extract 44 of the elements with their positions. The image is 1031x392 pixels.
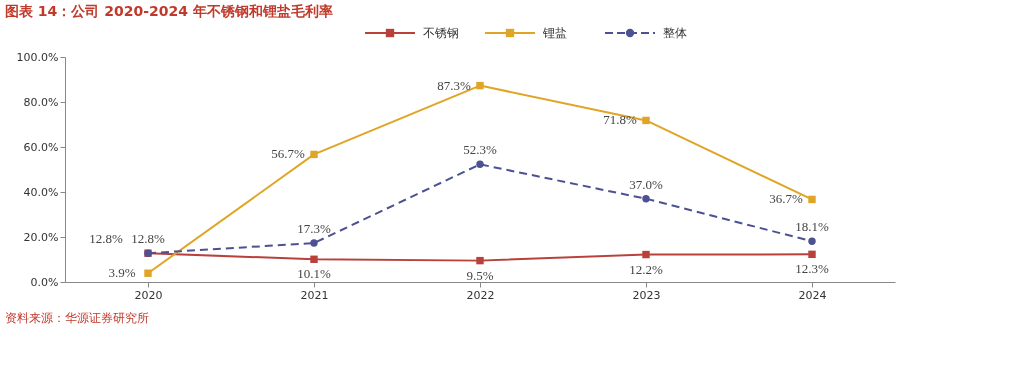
data-label: 87.3% [437,77,471,93]
point [310,255,318,263]
point [808,195,816,204]
data-label: 12.8% [89,231,123,247]
data-label: 12.2% [629,261,663,277]
data-label: 37.0% [629,176,663,192]
point [808,250,816,259]
data-label: 12.3% [795,261,829,277]
data-label: 10.1% [297,266,331,282]
chart-title: 图表 14：公司 2020-2024 年不锈钢和锂盐毛利率 [5,3,333,19]
text: 资料来源：华源证券研究所 [5,311,149,325]
y-tick-label: 40.0% [23,185,59,199]
point [144,269,152,277]
y-tick-label: 0.0% [30,275,59,289]
data-label: 56.7% [271,146,305,162]
data-label: 52.3% [463,142,497,158]
data-label: 9.5% [466,267,494,283]
x-tick-label: 2024 [798,288,827,302]
y-tick-label: 100.0% [16,50,59,64]
point [476,160,484,169]
data-label: 18.1% [795,219,829,235]
x-tick-label: 2021 [300,288,329,302]
legend-label: 锂盐 [542,26,567,40]
point [642,250,650,259]
legend-label: 不锈钢 [423,26,459,40]
point [642,116,650,125]
point [642,195,650,203]
point [476,81,484,90]
legend-label: 整体 [663,26,687,40]
data-label: 3.9% [108,265,136,281]
y-tick-label: 20.0% [23,230,59,244]
data-label: 71.8% [603,112,637,128]
point [808,237,816,245]
point [310,239,318,247]
y-tick-label: 80.0% [23,95,59,109]
data-label: 36.7% [769,191,803,207]
x-tick-label: 2022 [466,288,495,302]
y-tick-label: 60.0% [23,140,59,154]
data-label: 17.3% [297,221,331,237]
data-label: 12.8% [131,231,165,247]
x-tick-label: 2023 [632,288,661,302]
x-tick-label: 2020 [134,288,163,302]
point [476,256,484,265]
point [310,150,318,159]
